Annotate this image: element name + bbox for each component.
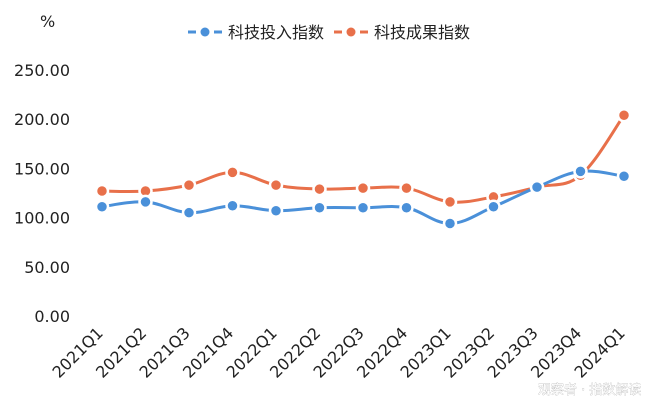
- data-point: [181, 177, 197, 193]
- data-point: [616, 108, 632, 123]
- data-point: [399, 180, 414, 196]
- data-point: [225, 165, 240, 180]
- y-tick-label: 250.00: [14, 61, 70, 80]
- y-tick-label: 0.00: [34, 307, 70, 326]
- data-point: [355, 200, 371, 216]
- legend-item-0: 科技投入指数: [188, 23, 324, 42]
- series-0: [94, 164, 632, 231]
- data-point: [399, 200, 414, 216]
- legend-label-0: 科技投入指数: [228, 23, 324, 42]
- y-tick-label: 100.00: [14, 209, 70, 228]
- data-point: [442, 194, 458, 210]
- series-layer: [94, 108, 632, 231]
- data-point: [529, 179, 545, 195]
- data-point: [355, 180, 371, 196]
- series-1: [94, 108, 632, 210]
- y-tick-label: 150.00: [14, 159, 70, 178]
- series-line-0: [100, 169, 626, 226]
- data-point: [442, 216, 458, 231]
- y-axis-unit: %: [40, 12, 55, 31]
- data-point: [616, 169, 632, 184]
- legend-label-1: 科技成果指数: [374, 23, 470, 42]
- data-point: [94, 199, 110, 215]
- legend-item-1: 科技成果指数: [334, 23, 470, 42]
- data-point: [138, 194, 153, 210]
- y-axis: 0.00 50.00 100.00 150.00 200.00 250.00: [14, 61, 70, 326]
- y-tick-label: 50.00: [24, 258, 70, 277]
- data-point: [181, 205, 197, 220]
- data-point: [94, 183, 110, 199]
- data-point: [486, 199, 501, 215]
- data-point: [225, 198, 240, 214]
- data-point: [573, 164, 588, 179]
- watermark: 观察者 · 指数解读: [538, 383, 641, 398]
- data-point: [312, 181, 327, 197]
- data-point: [268, 177, 284, 193]
- y-tick-label: 200.00: [14, 110, 70, 129]
- data-point: [268, 203, 284, 218]
- legend: 科技投入指数 科技成果指数: [188, 23, 470, 42]
- data-point: [312, 200, 327, 216]
- x-axis: 2021Q12021Q22021Q32021Q42022Q12022Q22022…: [48, 323, 628, 381]
